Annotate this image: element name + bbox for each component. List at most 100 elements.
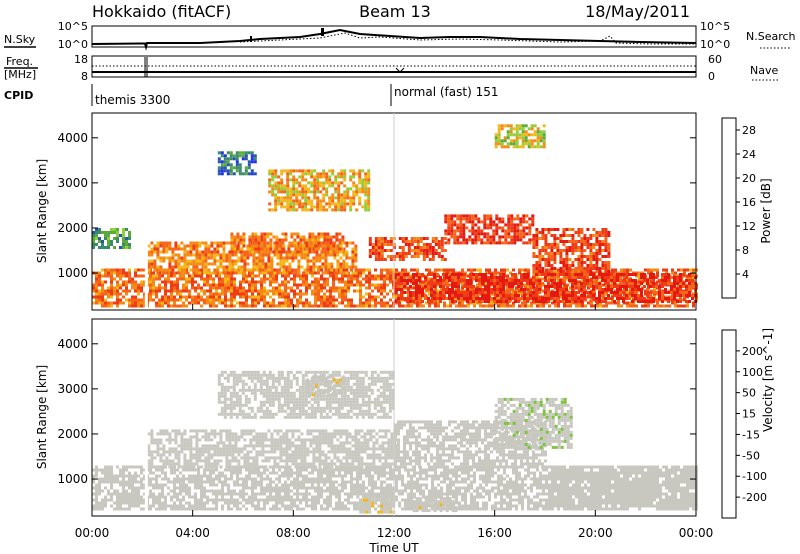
heatmap-cell [284,238,288,242]
heatmap-cell [98,228,101,231]
heatmap-cell [332,247,336,251]
heatmap-cell [221,298,224,302]
heatmap-cell [565,240,569,243]
heatmap-cell [308,247,312,251]
heatmap-cell [328,178,332,182]
heatmap-cell [197,471,200,475]
heatmap-cell [670,276,673,279]
heatmap-cell [140,498,143,502]
heatmap-cell [304,193,308,197]
heatmap-cell [257,235,261,239]
heatmap-cell [234,262,238,266]
heatmap-cell [538,267,542,270]
heatmap-cell [389,289,392,293]
heatmap-cell [231,271,235,275]
heatmap-cell [239,295,242,299]
heatmap-cell [477,220,481,224]
heatmap-cell [288,268,292,272]
heatmap-cell [218,292,221,296]
heatmap-cell [336,262,340,266]
heatmap-cell [416,246,420,249]
heatmap-cell [331,202,335,206]
heatmap-cell [215,304,218,308]
heatmap-cell [337,199,341,203]
heatmap-cell [586,228,590,231]
heatmap-cell [266,232,270,236]
heatmap-cell [286,190,290,194]
heatmap-cell [116,240,119,243]
heatmap-cell [245,295,248,299]
heatmap-cell [502,285,505,288]
heatmap-cell [286,208,290,212]
heatmap-cell [101,471,104,475]
heatmap-cell [104,468,107,472]
heatmap-cell [92,474,95,478]
heatmap-cell [159,256,163,260]
heatmap-cell [347,304,350,308]
heatmap-cell [254,304,257,308]
heatmap-cell [404,252,408,255]
heatmap-cell [532,237,536,240]
heatmap-cell [571,264,575,267]
heatmap-cell [317,292,320,296]
heatmap-cell [125,483,128,487]
heatmap-cell [443,237,447,240]
heatmap-cell [309,265,313,269]
heatmap-cell [113,277,116,281]
heatmap-cell [565,291,568,294]
heatmap-cell [559,234,563,237]
heatmap-cell [288,256,292,260]
heatmap-cell [338,238,342,242]
heatmap-cell [168,244,172,248]
heatmap-cell [512,139,516,143]
heatmap-cell [518,289,521,293]
heatmap-cell [218,283,221,287]
heatmap-cell [562,261,566,264]
heatmap-cell [278,268,281,272]
heatmap-cell [622,273,625,276]
heatmap-cell [562,279,565,282]
heatmap-cell [236,238,240,242]
heatmap-cell [319,202,323,206]
heatmap-cell [325,187,329,191]
heatmap-cell [278,283,281,287]
heatmap-cell [128,495,131,499]
heatmap-cell [223,163,227,167]
heatmap-cell [481,291,484,294]
heatmap-cell [583,297,586,300]
heatmap-cell [389,258,393,261]
heatmap-cell [553,243,557,246]
heatmap-cell [171,253,175,257]
heatmap-cell [149,289,152,293]
heatmap-cell [204,256,208,260]
heatmap-cell [292,175,296,179]
heatmap-cell [513,217,517,221]
heatmap-cell [498,217,502,221]
heatmap-cell [593,304,596,308]
heatmap-cell [110,301,113,305]
heatmap-cell [586,240,590,243]
heatmap-cell [553,294,556,297]
heatmap-cell [185,486,188,490]
heatmap-cell [110,465,113,469]
heatmap-cell [586,264,590,267]
heatmap-cell [447,214,451,218]
heatmap-cell [291,271,295,275]
heatmap-cell [568,249,572,252]
heatmap-cell [433,282,436,285]
heatmap-cell [334,187,338,191]
heatmap-cell [479,268,482,272]
heatmap-cell [544,240,548,243]
heatmap-cell [248,235,252,239]
heatmap-cell [466,297,469,300]
heatmap-cell [436,282,439,285]
heatmap-cell [640,282,643,285]
heatmap-cell [434,268,437,272]
heatmap-cell [553,279,556,282]
heatmap-cell [359,283,362,287]
heatmap-cell [489,226,493,230]
heatmap-cell [206,301,209,305]
heatmap-cell [338,301,341,305]
heatmap-cell [374,286,377,290]
heatmap-cell [236,289,239,293]
